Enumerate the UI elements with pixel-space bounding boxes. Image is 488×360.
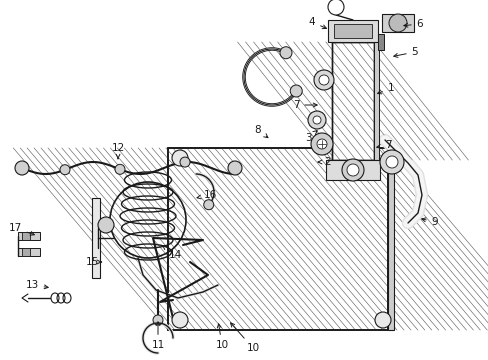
Bar <box>381 14 413 32</box>
Bar <box>168 148 387 330</box>
Text: 6: 6 <box>403 19 423 29</box>
Circle shape <box>379 150 403 174</box>
Bar <box>92 198 100 278</box>
Circle shape <box>153 315 163 325</box>
Text: 12: 12 <box>111 143 124 159</box>
Bar <box>327 20 377 42</box>
Text: 4: 4 <box>308 17 326 29</box>
Circle shape <box>318 75 328 85</box>
Text: 14: 14 <box>163 246 181 260</box>
Text: 17: 17 <box>8 223 34 235</box>
Bar <box>22 232 30 240</box>
Circle shape <box>316 139 326 149</box>
Circle shape <box>341 159 363 181</box>
Text: 9: 9 <box>421 217 437 227</box>
Text: 2: 2 <box>317 157 331 167</box>
Bar <box>18 232 40 240</box>
Circle shape <box>313 70 333 90</box>
Circle shape <box>346 164 358 176</box>
Circle shape <box>307 111 325 129</box>
Text: 7: 7 <box>292 100 317 110</box>
Circle shape <box>388 14 406 32</box>
Circle shape <box>310 133 332 155</box>
Text: 5: 5 <box>393 47 417 57</box>
Circle shape <box>172 150 187 166</box>
Circle shape <box>172 312 187 328</box>
Circle shape <box>327 0 343 15</box>
Circle shape <box>385 156 397 168</box>
Text: 13: 13 <box>25 280 48 290</box>
Bar <box>18 248 40 256</box>
Bar <box>333 24 371 38</box>
Text: 7: 7 <box>376 140 390 150</box>
Circle shape <box>15 161 29 175</box>
Bar <box>373 42 378 160</box>
Circle shape <box>280 47 291 59</box>
Bar <box>331 42 373 160</box>
Text: 3: 3 <box>304 131 317 143</box>
Circle shape <box>180 157 190 167</box>
Bar <box>377 34 383 50</box>
Text: 11: 11 <box>151 322 164 350</box>
Bar <box>325 160 379 180</box>
Circle shape <box>203 200 213 210</box>
Bar <box>331 42 373 160</box>
Circle shape <box>60 165 70 175</box>
Text: 15: 15 <box>85 257 102 267</box>
Circle shape <box>312 116 320 124</box>
Circle shape <box>290 85 302 97</box>
Text: 16: 16 <box>197 190 216 200</box>
Bar <box>387 148 393 330</box>
Text: 10: 10 <box>215 324 228 350</box>
Circle shape <box>227 161 242 175</box>
Bar <box>22 248 30 256</box>
Circle shape <box>115 164 125 174</box>
Bar <box>168 148 387 330</box>
Text: 10: 10 <box>230 323 259 353</box>
Text: 1: 1 <box>377 83 393 94</box>
Circle shape <box>98 217 114 233</box>
Text: 8: 8 <box>254 125 267 138</box>
Circle shape <box>374 312 390 328</box>
